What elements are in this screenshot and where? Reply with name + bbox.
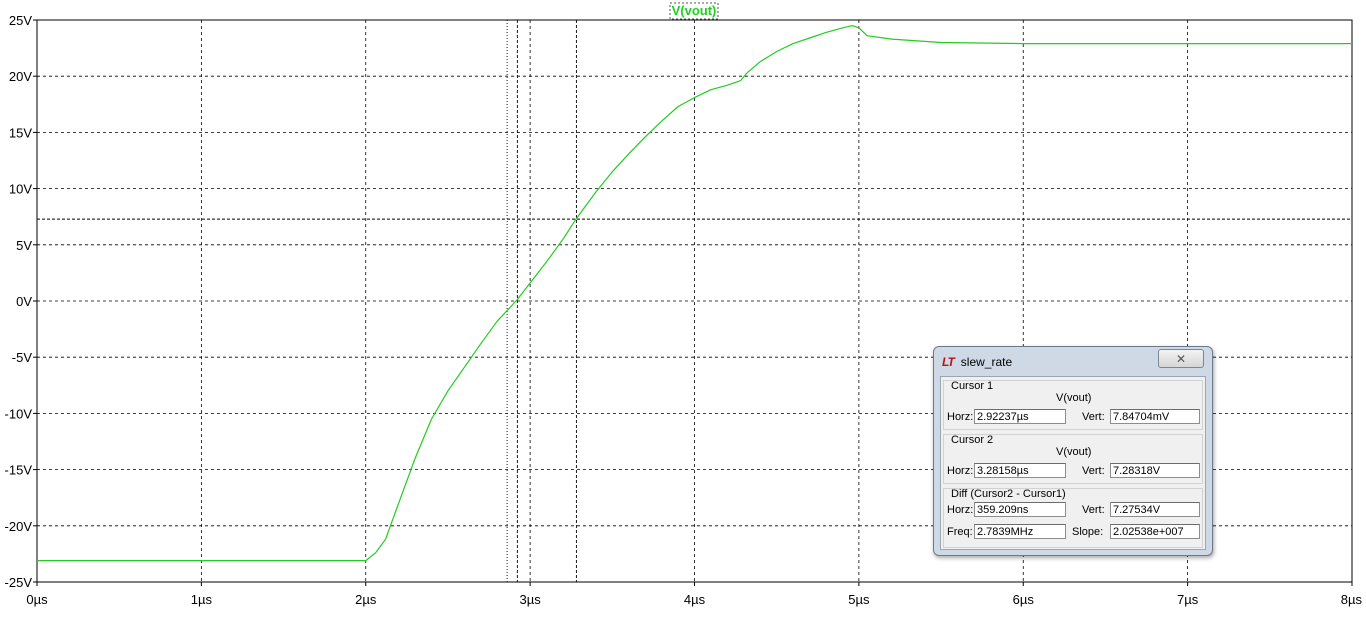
close-icon: ✕	[1175, 351, 1187, 366]
x-tick-label: 1µs	[191, 592, 213, 607]
y-tick-label: 25V	[9, 13, 32, 28]
diff-freq-field[interactable]: 2.7839MHz	[974, 524, 1066, 539]
x-tick-label: 3µs	[520, 592, 542, 607]
x-tick-label: 4µs	[684, 592, 706, 607]
diff-vert-field[interactable]: 7.27534V	[1110, 502, 1200, 517]
dialog-title: slew_rate	[960, 355, 1013, 369]
cursor1-group: Cursor 1 V(vout) Horz: 2.92237µs Vert: 7…	[943, 380, 1203, 430]
cursor1-vert-field[interactable]: 7.84704mV	[1110, 409, 1200, 424]
cursor1-horz-field[interactable]: 2.92237µs	[974, 409, 1066, 424]
y-tick-label: -5V	[12, 350, 33, 365]
series-group	[37, 25, 1352, 562]
cursor2-group: Cursor 2 V(vout) Horz: 3.28158µs Vert: 7…	[943, 434, 1203, 484]
x-tick-label: 5µs	[848, 592, 870, 607]
trace-label-box[interactable]: V(vout)	[669, 2, 719, 20]
dialog-body: Cursor 1 V(vout) Horz: 2.92237µs Vert: 7…	[940, 376, 1206, 550]
x-tick-label: 8µs	[1341, 592, 1363, 607]
diff-slope-field[interactable]: 2.02538e+007	[1110, 524, 1200, 539]
y-tick-label: 10V	[9, 182, 32, 197]
diff-slope-label: Slope:	[1072, 526, 1104, 538]
x-tick-label: 2µs	[355, 592, 377, 607]
diff-group: Diff (Cursor2 - Cursor1) Horz: 359.209ns…	[943, 488, 1203, 548]
y-tick-label: -20V	[5, 519, 33, 534]
cursor2-horz-label: Horz:	[947, 465, 974, 477]
cursor2-vert-label: Vert:	[1082, 465, 1105, 477]
y-tick-label: -25V	[5, 575, 33, 590]
trace-label-frame	[669, 2, 719, 20]
y-tick-label: 5V	[16, 238, 32, 253]
series-line-vout	[37, 25, 1352, 562]
cursor1-trace: V(vout)	[1056, 392, 1092, 404]
cursor1-label: Cursor 1	[951, 380, 994, 392]
y-tick-label: -15V	[5, 463, 33, 478]
trace-label: V(vout)	[672, 3, 717, 18]
cursor1-horz-label: Horz:	[947, 411, 974, 423]
x-tick-label: 6µs	[1013, 592, 1035, 607]
y-axis-ticks: 25V 20V 15V 10V 5V 0V -5V -10V -15V -20V -25V	[5, 13, 37, 590]
cursor2-vert-field[interactable]: 7.28318V	[1110, 463, 1200, 478]
diff-freq-label: Freq:	[947, 526, 973, 538]
cursor2-label: Cursor 2	[951, 434, 994, 446]
y-tick-label: -10V	[5, 406, 33, 421]
cursor-lines[interactable]	[37, 20, 1352, 582]
dialog-title-bar[interactable]: LT slew_rate	[942, 353, 1012, 371]
close-button[interactable]: ✕	[1158, 349, 1204, 368]
diff-vert-label: Vert:	[1082, 504, 1105, 516]
y-tick-label: 15V	[9, 125, 32, 140]
y-tick-label: 0V	[16, 294, 32, 309]
diff-horz-label: Horz:	[947, 504, 974, 516]
diff-horz-field[interactable]: 359.209ns	[974, 502, 1066, 517]
x-axis-ticks: 0µs 1µs 2µs 3µs 4µs 5µs 6µs 7µs 8µs	[26, 582, 1362, 607]
y-tick-label: 20V	[9, 69, 32, 84]
ltspice-logo-icon: LT	[942, 355, 955, 369]
x-tick-label: 0µs	[26, 592, 48, 607]
cursor2-horz-field[interactable]: 3.28158µs	[974, 463, 1066, 478]
cursor2-trace: V(vout)	[1056, 446, 1092, 458]
cursor1-vert-label: Vert:	[1082, 411, 1105, 423]
x-tick-label: 7µs	[1177, 592, 1199, 607]
cursor-dialog: LT slew_rate ✕ Cursor 1 V(vout) Horz: 2.…	[933, 346, 1213, 556]
diff-label: Diff (Cursor2 - Cursor1)	[951, 488, 1066, 500]
